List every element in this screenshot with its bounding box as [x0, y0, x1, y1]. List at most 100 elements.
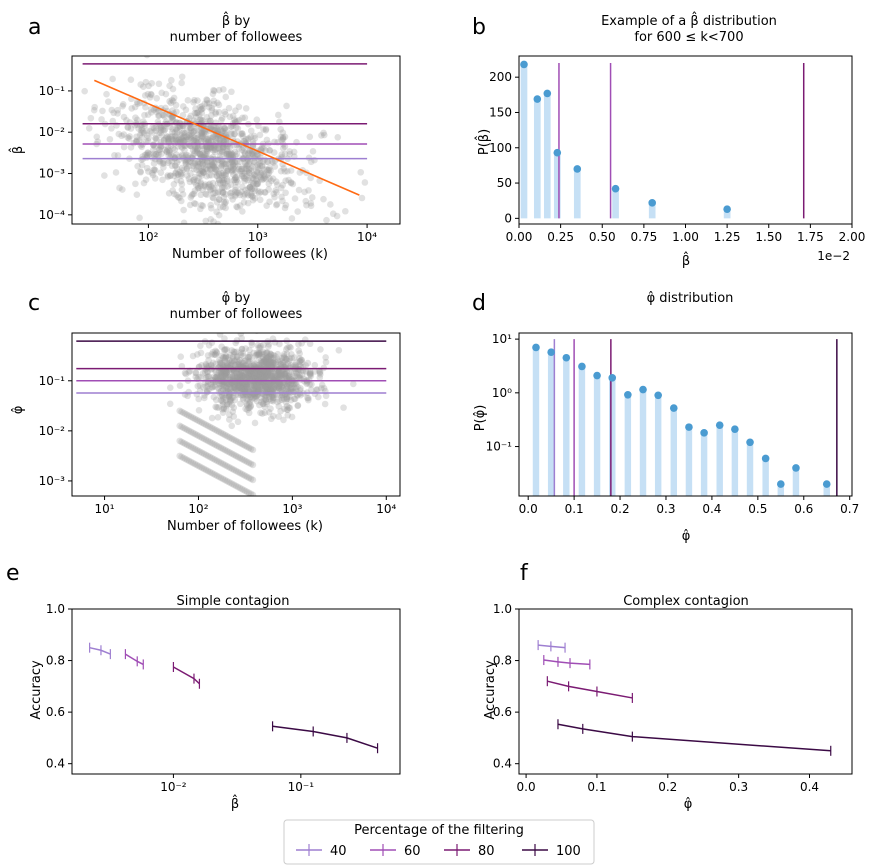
x-tick-label: 0.3: [656, 502, 675, 516]
scatter-point: [224, 143, 232, 150]
scatter-point: [160, 111, 167, 119]
scatter-point: [265, 376, 273, 384]
scatter-point: [240, 173, 247, 180]
scatter-point: [270, 412, 277, 420]
scatter-point: [207, 117, 214, 125]
scatter-point: [227, 192, 235, 200]
scatter-point: [265, 381, 273, 389]
scatter-point: [162, 134, 170, 142]
panel-letter-b: b: [472, 15, 486, 40]
scatter-point: [169, 125, 177, 133]
scatter-point: [242, 472, 249, 480]
scatter-point: [190, 150, 198, 158]
scatter-point: [242, 369, 250, 377]
scatter-point: [208, 351, 215, 358]
scatter-point: [212, 189, 219, 196]
scatter-point: [228, 88, 235, 96]
scatter-point: [216, 382, 224, 390]
scatter-point: [232, 168, 240, 176]
scatter-point: [149, 124, 156, 131]
scatter-point: [201, 150, 209, 158]
legend-label-100: 100: [556, 844, 581, 859]
scatter-point: [248, 368, 256, 375]
scatter-point: [334, 133, 342, 141]
scatter-point: [270, 351, 277, 359]
scatter-point: [236, 372, 244, 380]
scatter-point: [222, 170, 230, 177]
scatter-point: [254, 161, 261, 169]
scatter-point: [212, 166, 220, 173]
scatter-point: [259, 384, 266, 391]
scatter-point: [193, 146, 201, 153]
scatter-point: [260, 354, 267, 362]
scatter-point: [340, 404, 347, 411]
panel-f-plot-area: 0.0 0.1 0.2 0.3 0.40.40.60.81.0: [493, 602, 853, 794]
scatter-point: [286, 148, 293, 155]
bar: [762, 458, 769, 496]
panel-b: b Example of a β̂ distribution for 600 ≤…: [472, 12, 865, 269]
scatter-point: [143, 164, 151, 172]
scatter-point: [197, 349, 205, 357]
scatter-point: [295, 340, 302, 348]
scatter-point: [284, 380, 292, 387]
scatter-point: [213, 139, 220, 147]
scatter-point: [187, 132, 195, 140]
scatter-point: [148, 129, 156, 136]
scatter-point: [223, 368, 230, 376]
scatter-point: [223, 462, 230, 470]
scatter-point: [152, 135, 159, 142]
scatter-point: [236, 469, 244, 477]
scatter-point: [212, 441, 219, 449]
scatter-point: [223, 380, 231, 387]
scatter-point: [234, 178, 241, 186]
scatter-point: [176, 422, 183, 430]
scatter-point: [248, 185, 255, 193]
scatter-point: [246, 369, 254, 377]
scatter-point: [241, 380, 248, 387]
scatter-point: [243, 382, 251, 389]
scatter-point: [266, 357, 274, 365]
scatter-point: [219, 392, 226, 400]
scatter-point: [195, 111, 203, 119]
scatter-point: [225, 400, 233, 408]
scatter-point: [234, 385, 242, 392]
scatter-point: [232, 369, 240, 377]
scatter-point: [214, 414, 222, 421]
scatter-point: [252, 381, 260, 389]
scatter-point: [222, 198, 230, 206]
scatter-point: [267, 386, 274, 393]
scatter-point: [136, 131, 144, 139]
scatter-point: [296, 366, 303, 373]
scatter-point: [207, 186, 214, 193]
scatter-point: [228, 401, 236, 409]
scatter-point: [247, 490, 255, 496]
scatter-point: [221, 461, 229, 469]
scatter-point: [245, 409, 253, 417]
scatter-point: [233, 374, 241, 382]
scatter-point: [203, 114, 211, 121]
scatter-point: [243, 395, 251, 403]
scatter-point: [270, 394, 277, 402]
scatter-point: [254, 386, 262, 394]
scatter-point: [244, 368, 251, 375]
scatter-point: [215, 369, 223, 376]
panel-d-title: φ̂ distribution: [647, 291, 734, 306]
scatter-point: [165, 147, 173, 154]
scatter-point: [210, 163, 218, 171]
scatter-point: [278, 394, 285, 401]
scatter-point: [229, 353, 237, 361]
scatter-point: [261, 172, 268, 180]
scatter-point: [287, 383, 295, 391]
scatter-point: [138, 143, 145, 151]
scatter-point: [222, 345, 229, 353]
scatter-point: [263, 386, 271, 393]
scatter-point: [262, 360, 270, 368]
scatter-point: [275, 374, 282, 382]
scatter-point: [296, 371, 304, 379]
scatter-point: [261, 381, 269, 389]
scatter-point: [223, 477, 230, 485]
scatter-point: [217, 373, 224, 381]
scatter-point: [188, 131, 196, 139]
scatter-point: [198, 201, 205, 209]
